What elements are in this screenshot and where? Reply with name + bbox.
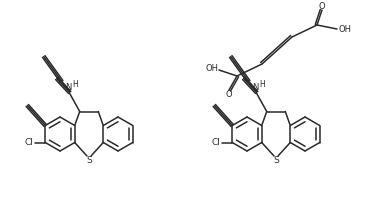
Text: Cl: Cl — [25, 138, 34, 147]
Text: O: O — [226, 90, 232, 99]
Text: OH: OH — [338, 24, 351, 34]
Text: N: N — [66, 83, 72, 92]
Text: S: S — [273, 155, 279, 164]
Text: O: O — [319, 2, 325, 11]
Text: H: H — [259, 80, 265, 89]
Text: N: N — [252, 83, 259, 92]
Text: H: H — [72, 80, 78, 89]
Text: S: S — [86, 155, 92, 164]
Text: OH: OH — [205, 63, 219, 73]
Text: Cl: Cl — [212, 138, 221, 147]
